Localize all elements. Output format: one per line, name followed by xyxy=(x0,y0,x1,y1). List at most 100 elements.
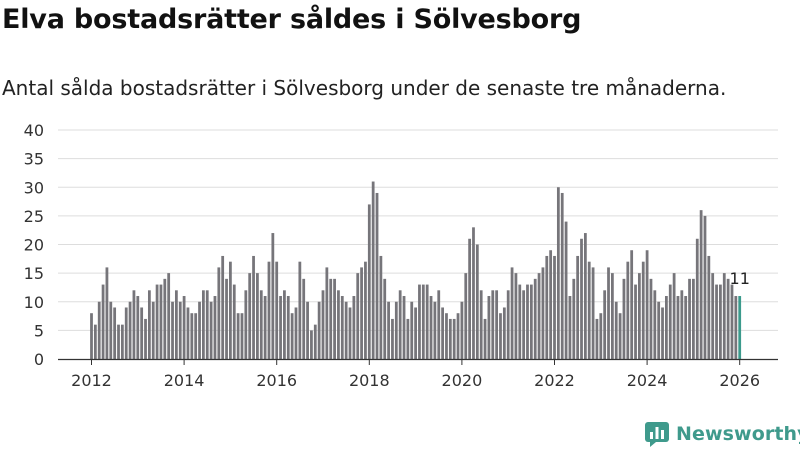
bar xyxy=(668,284,672,359)
bar xyxy=(225,278,228,359)
bar xyxy=(171,301,174,359)
bar xyxy=(614,301,618,359)
bar xyxy=(545,255,549,359)
brand-name: Newsworthy xyxy=(676,423,800,445)
bar xyxy=(468,238,472,359)
bar xyxy=(217,267,221,359)
bar xyxy=(140,307,144,359)
bar xyxy=(680,290,684,359)
bar xyxy=(360,267,363,359)
bar xyxy=(506,290,510,359)
bar xyxy=(703,215,707,360)
y-tick-label: 0 xyxy=(34,350,44,369)
bar xyxy=(147,290,151,359)
bar xyxy=(672,273,676,360)
y-tick-label: 35 xyxy=(24,150,44,169)
bar xyxy=(437,290,441,359)
bar xyxy=(263,296,267,359)
bar xyxy=(124,307,128,359)
bar xyxy=(379,255,383,359)
bar xyxy=(418,284,421,359)
bar xyxy=(637,273,641,360)
bar xyxy=(479,290,483,359)
bar xyxy=(445,313,448,359)
bar xyxy=(387,301,390,359)
bar xyxy=(356,273,360,360)
bar xyxy=(610,273,614,360)
bar xyxy=(367,204,371,359)
bar xyxy=(587,261,591,359)
bar xyxy=(279,296,282,359)
bar xyxy=(410,301,414,359)
bar xyxy=(491,290,495,359)
x-tick-label: 2016 xyxy=(256,371,297,390)
bar xyxy=(711,273,715,360)
bar xyxy=(502,307,506,359)
bar xyxy=(174,290,178,359)
bar xyxy=(526,284,529,359)
bar xyxy=(244,290,248,359)
bar xyxy=(186,307,190,359)
bar xyxy=(205,290,209,359)
x-tick-label: 2014 xyxy=(164,371,205,390)
bar xyxy=(564,221,568,359)
y-axis-tick-labels: 0 5 10 15 20 25 30 35 40 xyxy=(24,121,44,369)
bar xyxy=(391,318,394,359)
bar xyxy=(630,250,634,359)
bar xyxy=(719,284,722,359)
y-tick-label: 25 xyxy=(24,207,44,226)
bar xyxy=(383,278,387,359)
x-tick-label: 2022 xyxy=(534,371,575,390)
bar xyxy=(93,324,97,359)
bar xyxy=(653,290,657,359)
bar xyxy=(618,313,622,359)
bar xyxy=(665,296,668,359)
bar xyxy=(321,290,325,359)
gridlines xyxy=(58,129,778,331)
bar xyxy=(553,255,556,359)
bar xyxy=(325,267,329,359)
bar xyxy=(556,187,560,359)
bar xyxy=(414,307,417,359)
bar xyxy=(722,273,726,360)
bar xyxy=(256,273,259,360)
bar xyxy=(333,278,336,359)
bar xyxy=(572,278,576,359)
bar xyxy=(97,301,101,359)
bar xyxy=(599,313,603,359)
newsworthy-logo-icon xyxy=(645,422,669,447)
bar xyxy=(310,330,313,360)
bar xyxy=(487,296,491,359)
bar xyxy=(298,261,302,359)
bar xyxy=(394,301,398,359)
bar xyxy=(136,296,140,359)
bar xyxy=(159,284,163,359)
y-tick-label: 10 xyxy=(24,293,44,312)
bar xyxy=(649,278,653,359)
bar xyxy=(113,307,117,359)
bar xyxy=(117,324,120,359)
bar xyxy=(90,313,93,359)
bar xyxy=(198,301,201,359)
bar xyxy=(302,278,306,359)
bar xyxy=(684,296,688,359)
bar xyxy=(595,318,599,359)
bar xyxy=(236,313,240,359)
bar xyxy=(456,313,460,359)
bar xyxy=(101,284,105,359)
bar xyxy=(726,278,730,359)
bar xyxy=(583,233,587,359)
bar xyxy=(132,290,136,359)
bar xyxy=(267,261,271,359)
last-value-label: 11 xyxy=(730,269,750,288)
bar-chart: 0 5 10 15 20 25 30 35 40 2012 2014 2016 2018 2020 202… xyxy=(24,121,778,390)
bar xyxy=(425,284,429,359)
bar xyxy=(452,318,456,359)
bar xyxy=(657,301,661,359)
bar xyxy=(433,301,437,359)
bar xyxy=(329,278,333,359)
bar xyxy=(441,307,444,359)
bar xyxy=(190,313,194,359)
bar xyxy=(464,273,468,360)
bar xyxy=(290,313,294,359)
